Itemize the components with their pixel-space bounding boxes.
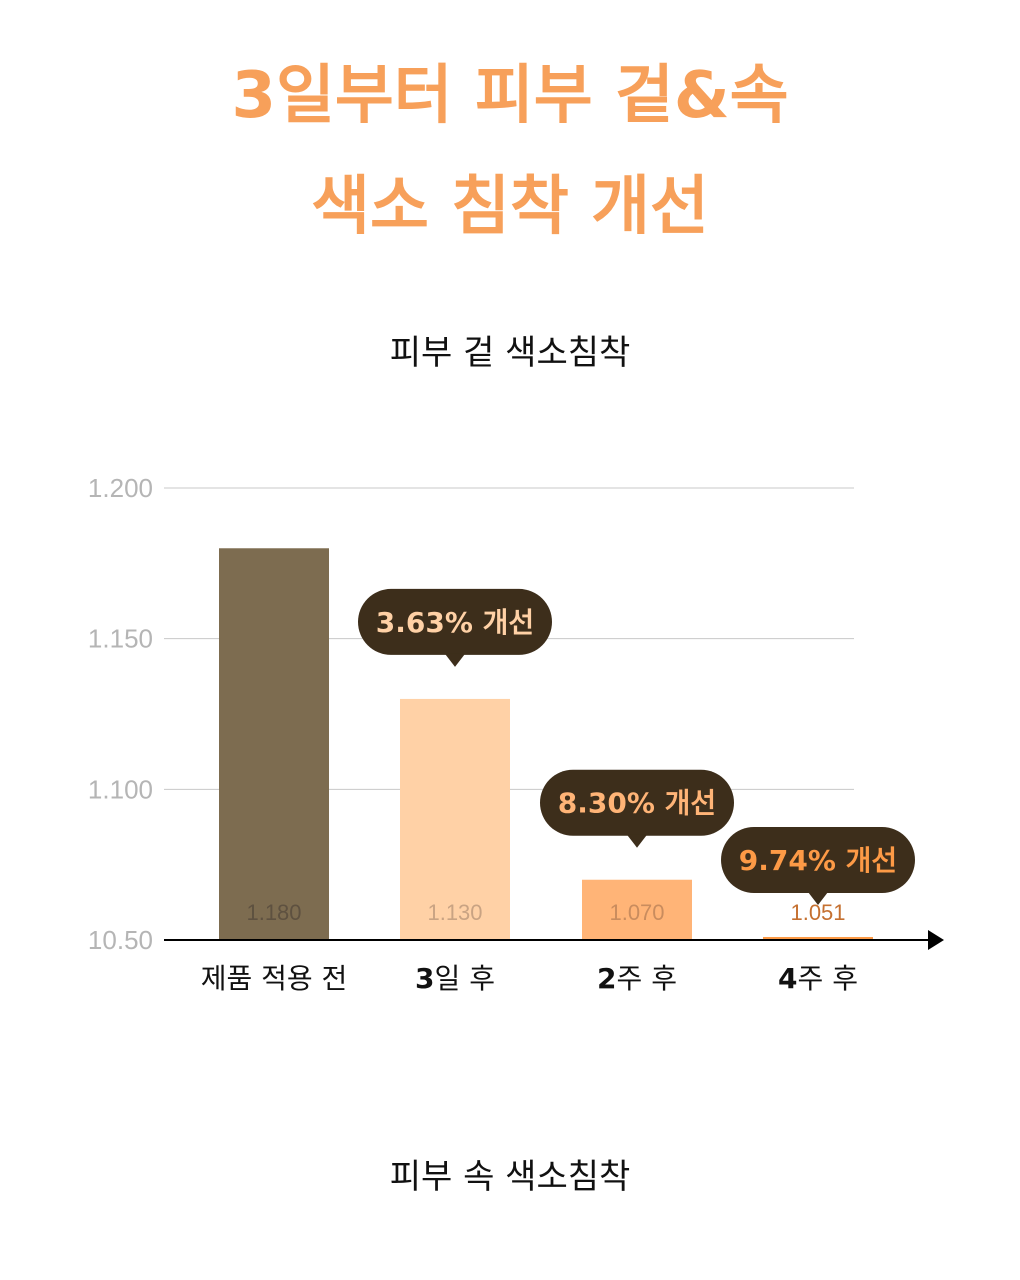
annotation-pointer bbox=[627, 834, 647, 848]
annotation-bubble bbox=[721, 826, 915, 893]
bar bbox=[400, 698, 510, 940]
bar bbox=[219, 548, 329, 940]
category-label: 2주 후 bbox=[597, 962, 677, 995]
value-label: 1.180 bbox=[246, 900, 301, 925]
y-tick-label: 1.150 bbox=[88, 624, 153, 654]
headline-line-2: 색소 침착 개선 bbox=[311, 170, 709, 244]
annotation-pointer bbox=[808, 891, 828, 905]
y-tick-label: 1.200 bbox=[88, 473, 153, 503]
category-label: 3일 후 bbox=[415, 962, 495, 995]
annotation-bubble bbox=[358, 588, 552, 655]
annotation-text: 9.74% 개선 bbox=[739, 844, 897, 877]
value-label: 1.070 bbox=[609, 900, 664, 925]
annotation-pointer bbox=[445, 653, 465, 667]
annotation-text: 8.30% 개선 bbox=[558, 787, 716, 820]
annotation-text: 3.63% 개선 bbox=[376, 606, 534, 639]
value-label: 1.130 bbox=[427, 900, 482, 925]
y-tick-label: 10.50 bbox=[88, 925, 153, 955]
bar bbox=[582, 879, 692, 940]
y-tick-label: 1.100 bbox=[88, 774, 153, 804]
bar bbox=[763, 936, 873, 940]
category-label: 4주 후 bbox=[778, 962, 858, 995]
x-axis-arrow-icon bbox=[928, 930, 944, 950]
chart-title: 피부 겉 색소침착 bbox=[389, 333, 631, 373]
category-label: 제품 적용 전 bbox=[201, 962, 348, 995]
section2-title: 피부 속 색소침착 bbox=[389, 1157, 631, 1197]
annotation-bubble bbox=[540, 769, 734, 836]
headline-line-1: 3일부터 피부 겉&속 bbox=[231, 59, 789, 133]
